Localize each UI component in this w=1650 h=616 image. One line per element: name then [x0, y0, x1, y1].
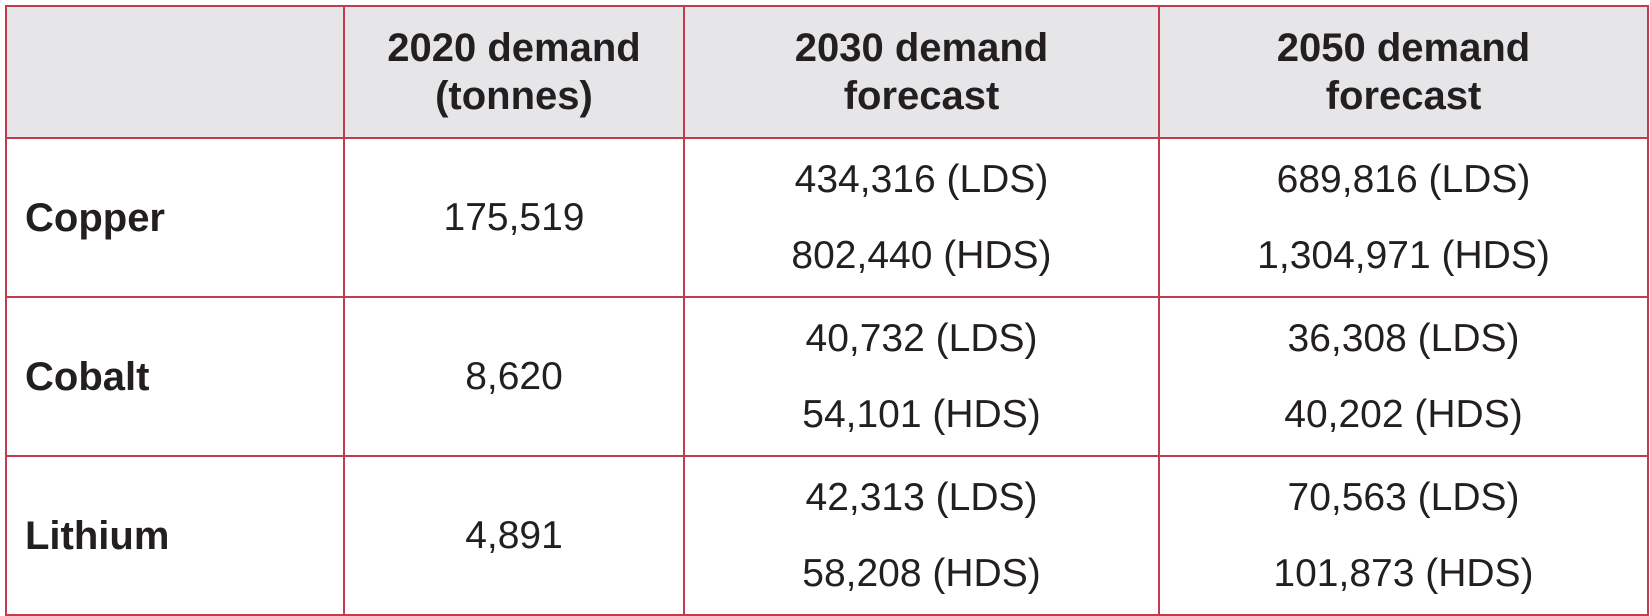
cell-value: 40,202 (HDS)	[1284, 392, 1523, 436]
cell-value: 40,732 (LDS)	[805, 316, 1038, 360]
header-line: (tonnes)	[435, 74, 593, 118]
cell-value: 689,816 (LDS)	[1276, 157, 1531, 201]
cell-value: 1,304,971 (HDS)	[1257, 233, 1550, 277]
cell-value: 54,101 (HDS)	[802, 392, 1041, 436]
forecast-2030: 434,316 (LDS) 802,440 (HDS)	[683, 137, 1160, 298]
header-2050: 2050 demand forecast	[1158, 5, 1649, 139]
cell-value: 101,873 (HDS)	[1273, 551, 1534, 595]
header-row: 2020 demand (tonnes) 2030 demand forecast …	[5, 5, 1649, 139]
mineral-name: Cobalt	[5, 296, 345, 457]
cell-value: 42,313 (LDS)	[805, 475, 1038, 519]
forecast-2030: 40,732 (LDS) 54,101 (HDS)	[683, 296, 1160, 457]
demand-2020: 4,891	[343, 455, 685, 616]
cell-value: 4,891	[465, 513, 563, 557]
forecast-2050: 689,816 (LDS) 1,304,971 (HDS)	[1158, 137, 1649, 298]
header-line: 2030 demand	[794, 26, 1049, 70]
table-row: Lithium 4,891 42,313 (LDS) 58,208 (HDS) 70,5…	[5, 455, 1649, 616]
demand-2020: 8,620	[343, 296, 685, 457]
cell-value: 8,620	[465, 354, 563, 398]
header-line: forecast	[1325, 74, 1482, 118]
header-line: forecast	[843, 74, 1000, 118]
header-2020: 2020 demand (tonnes)	[343, 5, 685, 139]
header-2030: 2030 demand forecast	[683, 5, 1160, 139]
cell-value: 58,208 (HDS)	[802, 551, 1041, 595]
header-empty	[5, 5, 345, 139]
header-line: 2020 demand	[387, 26, 641, 70]
cell-value: 70,563 (LDS)	[1287, 475, 1520, 519]
cell-value: Copper	[25, 195, 165, 240]
table-row: Copper 175,519 434,316 (LDS) 802,440 (HDS) 6…	[5, 137, 1649, 298]
cell-value: Lithium	[25, 513, 170, 558]
header-line: 2050 demand	[1276, 26, 1531, 70]
cell-value: 36,308 (LDS)	[1287, 316, 1520, 360]
forecast-2050: 36,308 (LDS) 40,202 (HDS)	[1158, 296, 1649, 457]
forecast-2050: 70,563 (LDS) 101,873 (HDS)	[1158, 455, 1649, 616]
mineral-demand-table: 2020 demand (tonnes) 2030 demand forecast …	[5, 5, 1649, 616]
table-row: Cobalt 8,620 40,732 (LDS) 54,101 (HDS) 36,30…	[5, 296, 1649, 457]
cell-value: 175,519	[443, 195, 585, 239]
cell-value: Cobalt	[25, 354, 150, 399]
demand-2020: 175,519	[343, 137, 685, 298]
cell-value: 434,316 (LDS)	[794, 157, 1049, 201]
forecast-2030: 42,313 (LDS) 58,208 (HDS)	[683, 455, 1160, 616]
mineral-name: Copper	[5, 137, 345, 298]
mineral-name: Lithium	[5, 455, 345, 616]
cell-value: 802,440 (HDS)	[791, 233, 1052, 277]
